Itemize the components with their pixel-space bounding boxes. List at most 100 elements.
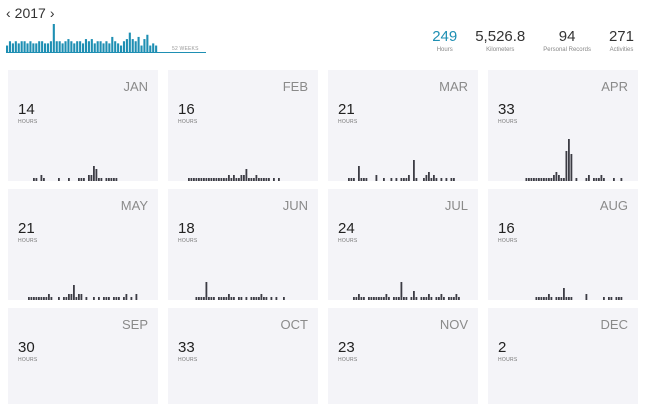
day-bar xyxy=(238,297,240,300)
day-bar xyxy=(223,297,225,300)
day-bar xyxy=(588,175,590,181)
day-bar xyxy=(560,178,563,181)
day-bar xyxy=(235,178,238,181)
day-bar xyxy=(195,297,198,300)
week-bar xyxy=(87,41,90,52)
day-bar xyxy=(58,297,60,300)
day-bar xyxy=(378,297,380,300)
day-bar xyxy=(205,282,208,300)
day-bar xyxy=(365,178,368,181)
week-bar xyxy=(58,41,61,52)
day-bar xyxy=(438,297,440,300)
day-bar xyxy=(110,178,113,181)
month-card-dec[interactable]: DEC 2 HOURS xyxy=(488,308,638,404)
day-bar xyxy=(413,291,415,300)
month-card-jan[interactable]: JAN 14 HOURS xyxy=(8,70,158,181)
month-daily-chart xyxy=(33,166,118,181)
day-bar xyxy=(525,178,528,181)
month-card-oct[interactable]: OCT 33 HOURS xyxy=(168,308,318,404)
day-bar xyxy=(58,178,60,181)
month-card-mar[interactable]: MAR 21 HOURS xyxy=(328,70,478,181)
day-bar xyxy=(98,297,100,300)
day-bar xyxy=(538,178,540,181)
day-bar xyxy=(200,297,203,300)
weekly-hours-chart xyxy=(6,24,206,53)
month-daily-chart xyxy=(328,349,478,404)
day-bar xyxy=(113,297,115,300)
month-daily-chart xyxy=(488,349,638,404)
day-bar xyxy=(243,175,245,181)
month-card-apr[interactable]: APR 33 HOURS xyxy=(488,70,638,181)
day-bar xyxy=(115,178,118,181)
day-bar xyxy=(70,294,73,300)
day-bar xyxy=(213,178,215,181)
stat-label: Activities xyxy=(609,47,634,53)
chevron-right-icon[interactable]: › xyxy=(49,5,55,21)
month-grid: JAN 14 HOURS FEB 16 HOURS MAR 21 HOURS A… xyxy=(8,70,640,404)
day-bar xyxy=(415,297,418,300)
year-navigator: ‹ 2017 › xyxy=(6,4,55,22)
day-bar xyxy=(535,178,538,181)
month-hours: 21 xyxy=(338,101,355,118)
week-bar xyxy=(41,41,44,52)
day-bar xyxy=(95,169,98,181)
day-bar xyxy=(230,297,233,300)
day-bar xyxy=(615,297,618,300)
month-card-nov[interactable]: NOV 23 HOURS xyxy=(328,308,478,404)
week-bar xyxy=(29,41,32,52)
day-bar xyxy=(453,178,455,181)
day-bar xyxy=(108,178,110,181)
day-bar xyxy=(540,178,543,181)
week-bar xyxy=(23,41,26,52)
day-bar xyxy=(435,178,438,181)
week-bar xyxy=(70,41,73,52)
day-bar xyxy=(223,178,225,181)
week-bar xyxy=(55,41,58,52)
day-bar xyxy=(250,178,253,181)
stat-value: 94 xyxy=(558,28,576,45)
day-bar xyxy=(598,178,600,181)
week-bar xyxy=(90,39,93,52)
day-bar xyxy=(205,178,208,181)
month-hours: 16 xyxy=(178,101,195,118)
month-daily-chart xyxy=(348,160,455,181)
day-bar xyxy=(420,297,423,300)
day-bar xyxy=(348,178,350,181)
day-bar xyxy=(568,139,570,181)
week-bar xyxy=(11,43,14,52)
day-bar xyxy=(563,178,565,181)
stat-label: Hours xyxy=(436,47,453,53)
day-bar xyxy=(350,178,353,181)
day-bar xyxy=(575,178,578,181)
month-name: MAY xyxy=(120,198,148,213)
day-bar xyxy=(620,297,623,300)
month-card-jul[interactable]: JUL 24 HOURS xyxy=(328,189,478,300)
month-card-may[interactable]: MAY 21 HOURS xyxy=(8,189,158,300)
day-bar xyxy=(63,297,65,300)
day-bar xyxy=(230,178,233,181)
day-bar xyxy=(253,178,255,181)
day-bar xyxy=(83,178,85,181)
day-bar xyxy=(408,175,410,181)
day-bar xyxy=(453,297,455,300)
day-bar xyxy=(613,178,615,181)
day-bar xyxy=(415,178,418,181)
month-daily-chart xyxy=(525,139,623,181)
month-card-sep[interactable]: SEP 30 HOURS xyxy=(8,308,158,404)
day-bar xyxy=(50,297,53,300)
month-card-feb[interactable]: FEB 16 HOURS xyxy=(168,70,318,181)
month-hours-unit: HOURS xyxy=(178,357,198,363)
chevron-left-icon[interactable]: ‹ xyxy=(6,5,11,21)
day-bar xyxy=(545,297,548,300)
month-hours: 23 xyxy=(338,339,355,356)
day-bar xyxy=(400,282,403,300)
day-bar xyxy=(558,297,560,300)
day-bar xyxy=(380,297,383,300)
stat-label: Kilometers xyxy=(486,47,515,53)
month-card-jun[interactable]: JUN 18 HOURS xyxy=(168,189,318,300)
day-bar xyxy=(543,178,545,181)
day-bar xyxy=(570,154,573,181)
week-bar xyxy=(52,24,55,52)
month-card-aug[interactable]: AUG 16 HOURS xyxy=(488,189,638,300)
